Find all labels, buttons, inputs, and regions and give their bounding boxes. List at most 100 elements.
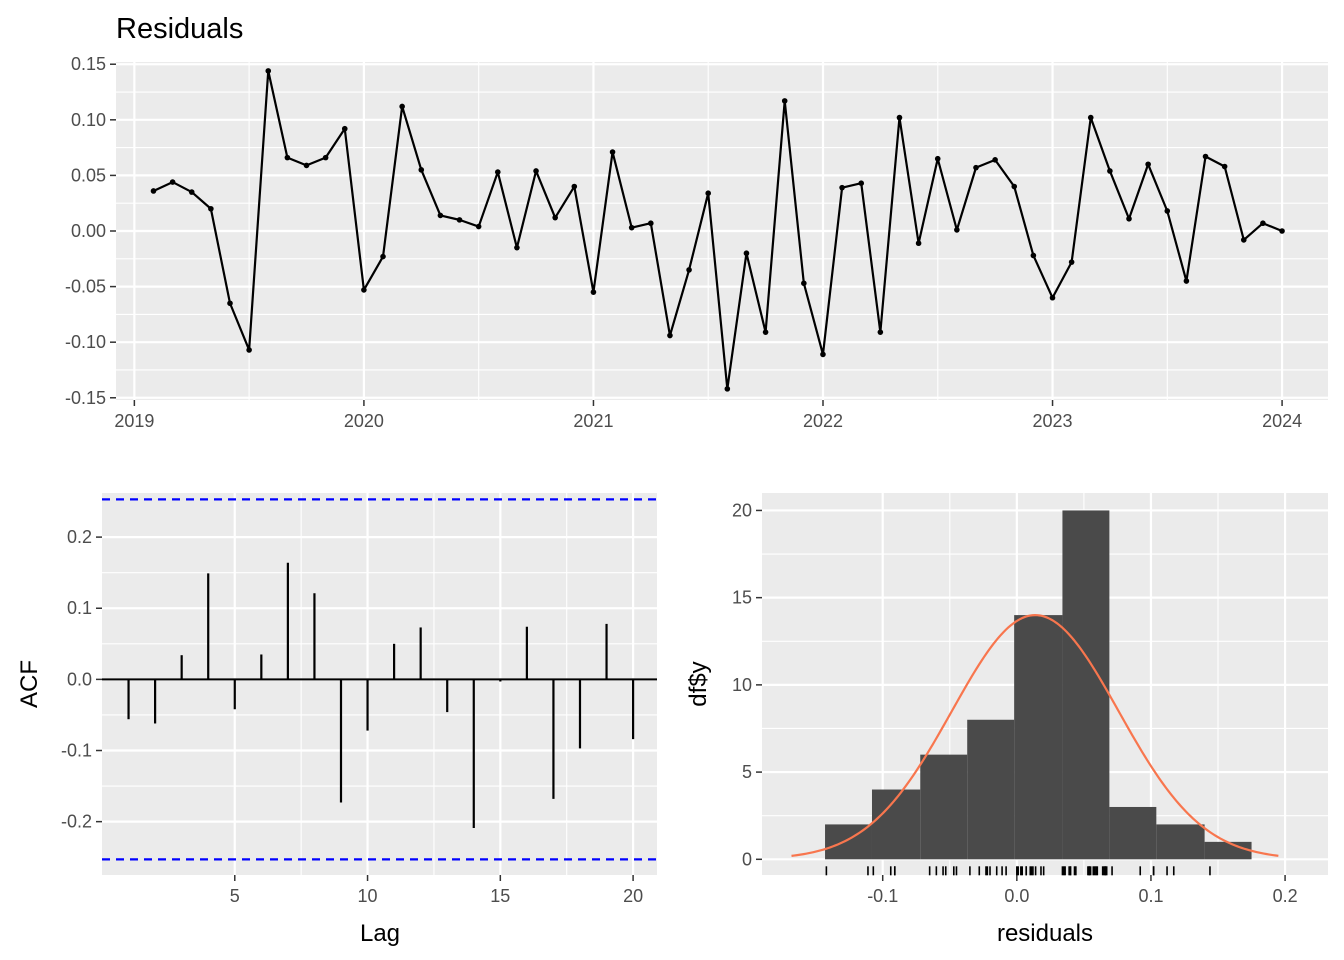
residual-point <box>494 169 501 175</box>
y-tick-label: 5 <box>742 762 752 782</box>
residual-point <box>801 280 807 287</box>
residual-point <box>456 217 463 223</box>
acf-plot-y-axis: -0.2 -0.1 0.0 0.1 0.2 <box>61 527 102 832</box>
acf-plot-panel <box>102 493 657 875</box>
residual-point <box>973 164 979 171</box>
residual-point <box>743 250 750 257</box>
residual-point <box>1030 252 1037 259</box>
residual-point <box>667 332 673 339</box>
y-tick-label: 0.10 <box>71 110 106 130</box>
residual-point <box>781 98 788 104</box>
residuals-plot-title: Residuals <box>116 13 243 45</box>
residual-point <box>1221 163 1228 170</box>
y-tick-label: 20 <box>732 500 752 520</box>
residual-point <box>992 157 998 163</box>
residual-point <box>571 183 578 190</box>
x-tick-label: 2021 <box>573 411 613 431</box>
x-tick-label: 10 <box>358 886 378 906</box>
residual-point <box>705 190 711 196</box>
residual-point <box>169 179 176 185</box>
x-tick-label: 2022 <box>803 411 843 431</box>
residual-point <box>341 125 348 132</box>
residual-point <box>1164 208 1171 214</box>
residual-point <box>399 103 405 110</box>
residuals-plot-x-axis: 2019 2020 2021 2022 2023 2024 <box>114 400 1302 431</box>
residual-point <box>208 205 214 212</box>
residual-point <box>150 188 157 194</box>
y-tick-label: 0.0 <box>67 669 92 689</box>
residual-point <box>954 227 960 233</box>
residual-point <box>437 212 444 219</box>
residuals-line <box>153 69 1283 390</box>
y-tick-label: 0.05 <box>71 165 106 185</box>
histogram-bar <box>1109 806 1157 860</box>
x-tick-label: 2019 <box>114 411 154 431</box>
residual-point <box>877 329 884 335</box>
histogram-bar <box>920 754 968 860</box>
residual-point <box>361 287 367 293</box>
histogram-bar <box>1156 824 1205 860</box>
x-tick-label: 0.2 <box>1273 886 1298 906</box>
residual-point <box>1183 278 1190 284</box>
y-tick-label: 10 <box>732 675 752 695</box>
residual-point <box>839 184 845 191</box>
histogram-bar <box>1062 510 1110 860</box>
residual-point <box>1260 220 1266 227</box>
residual-point <box>1240 237 1247 243</box>
residual-point <box>418 167 425 173</box>
histogram-x-axis-label: residuals <box>997 920 1093 947</box>
residual-point <box>552 214 558 221</box>
normal-density-curve <box>791 614 1279 857</box>
x-tick-label: -0.1 <box>867 886 898 906</box>
residual-point <box>724 386 731 392</box>
residual-point <box>284 154 291 161</box>
residual-point <box>322 154 329 161</box>
residual-point <box>1202 153 1209 160</box>
y-tick-label: -0.15 <box>65 388 106 408</box>
acf-plot: -0.2 -0.1 0.0 0.1 0.2 5 10 15 20 Lag ACF <box>16 493 657 947</box>
residual-point <box>934 155 941 162</box>
y-tick-label: 0.00 <box>71 221 106 241</box>
residual-point <box>1068 259 1075 265</box>
residual-point <box>590 289 597 295</box>
x-tick-label: 2023 <box>1033 411 1073 431</box>
y-tick-label: 0.1 <box>67 598 92 618</box>
x-tick-label: 2024 <box>1262 411 1302 431</box>
y-tick-label: -0.2 <box>61 812 92 832</box>
histogram-bar <box>967 719 1015 860</box>
residual-point <box>533 168 539 174</box>
residual-point <box>227 300 233 307</box>
residual-point <box>858 180 865 186</box>
acf-x-axis-label: Lag <box>360 920 400 947</box>
residuals-plot-y-axis: -0.15 -0.10 -0.05 0.00 0.05 0.10 0.15 <box>65 54 116 408</box>
y-tick-label: 0 <box>742 849 752 869</box>
residual-point <box>762 329 769 335</box>
residual-point <box>628 224 635 231</box>
residual-point <box>246 347 252 353</box>
y-tick-label: -0.1 <box>61 741 92 761</box>
histogram-x-axis: -0.1 0.0 0.1 0.2 <box>867 875 1298 906</box>
x-tick-label: 0.1 <box>1138 886 1163 906</box>
residual-point <box>609 149 616 155</box>
residuals-time-plot: Residuals -0.15 -0.10 -0.05 0.00 0.05 0.10 0.1… <box>65 13 1328 431</box>
acf-bars <box>102 498 657 861</box>
residual-point <box>648 220 654 227</box>
y-tick-label: 0.15 <box>71 54 106 74</box>
y-tick-label: 15 <box>732 588 752 608</box>
residual-point <box>1087 114 1094 121</box>
residual-point <box>915 240 922 247</box>
residual-point <box>896 114 903 121</box>
residual-point <box>686 267 692 273</box>
residual-point <box>380 253 386 260</box>
residual-point <box>188 189 195 195</box>
x-tick-label: 5 <box>230 886 240 906</box>
histogram-y-axis-label: df$y <box>685 661 712 706</box>
x-tick-label: 20 <box>623 886 643 906</box>
y-tick-label: -0.05 <box>65 277 106 297</box>
residual-point <box>1126 215 1132 222</box>
x-tick-label: 2020 <box>344 411 384 431</box>
residual-point <box>1011 183 1018 190</box>
histogram-y-axis: 0 5 10 15 20 <box>732 500 762 869</box>
residual-point <box>1145 161 1151 168</box>
